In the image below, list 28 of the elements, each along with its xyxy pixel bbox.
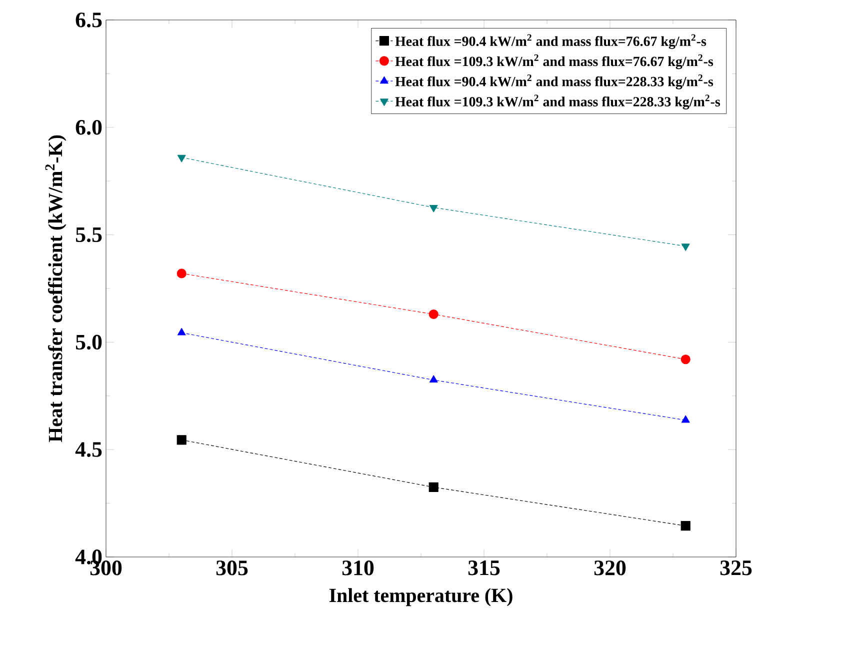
legend-label: Heat flux =109.3 kW/m$^{2}$ and mass flux=228.33 kg/m$^{2}$-s xyxy=(395,94,720,110)
point xyxy=(429,375,438,383)
point xyxy=(177,328,186,336)
legend-label: Heat flux =90.4 kW/m$^{2}$ and mass flux=76.67 kg/m$^{2}$-s xyxy=(395,34,706,49)
point xyxy=(177,154,186,162)
point xyxy=(176,268,186,278)
x-tick-label: 325 xyxy=(720,560,752,576)
x-tick-label: 315 xyxy=(468,560,500,576)
x-tick-label: 310 xyxy=(342,560,374,576)
y-tick-label: 6.0 xyxy=(76,120,102,135)
x-tick-label: 305 xyxy=(216,560,248,576)
legend-label: Heat flux =109.3 kW/m$^{2}$ and mass flux=76.67 kg/m$^{2}$-s xyxy=(395,54,714,70)
point xyxy=(681,244,690,251)
point xyxy=(680,521,690,531)
legend-label: Heat flux =90.4 kW/m$^{2}$ and mass flux=228.33 kg/m$^{2}$-s xyxy=(395,74,714,90)
y-tick-label: 5.0 xyxy=(76,334,102,350)
y-tick-label: 4.5 xyxy=(75,442,102,457)
y-axis-title: Heat transfer coefficient (kW/m$^{2}$-K) xyxy=(45,135,66,442)
x-tick-label: 320 xyxy=(594,560,626,576)
y-tick-label: 5.5 xyxy=(76,227,102,242)
point xyxy=(680,354,690,364)
point xyxy=(176,435,186,445)
point xyxy=(428,482,438,492)
y-tick-label: 6.5 xyxy=(76,12,102,28)
point xyxy=(681,415,690,423)
x-axis-title: Inlet temperature (K) xyxy=(329,588,512,606)
point xyxy=(429,204,438,212)
point xyxy=(428,309,438,320)
